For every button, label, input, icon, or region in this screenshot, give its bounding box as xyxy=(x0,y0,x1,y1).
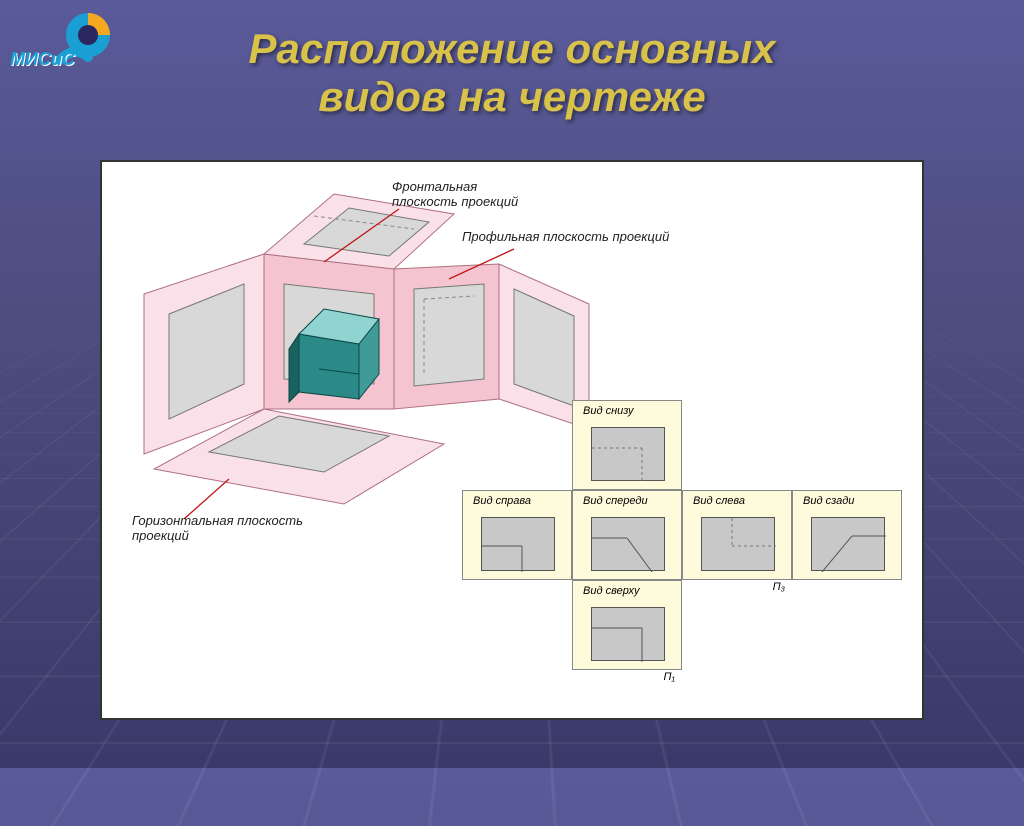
title-line1: Расположение основных xyxy=(248,25,775,72)
logo: МИСиС xyxy=(10,10,118,80)
view-label-front: Вид спереди xyxy=(583,495,648,507)
callout-profile: Профильная плоскость проекций xyxy=(462,230,669,245)
logo-text: МИСиС xyxy=(10,49,75,70)
views-layout-grid: Вид снизу Вид справа Вид спереди П₂ Вид … xyxy=(462,400,902,700)
view-sketch-left xyxy=(701,517,775,571)
view-sub-p1: П₁ xyxy=(664,671,675,683)
callout-horizontal-text: Горизонтальная плоскость проекций xyxy=(132,513,303,543)
view-sketch-back xyxy=(811,517,885,571)
view-sketch-bottom xyxy=(591,427,665,481)
view-box-top: Вид сверху П₁ xyxy=(572,580,682,670)
view-box-left: Вид слева П₃ xyxy=(682,490,792,580)
callout-frontal: Фронтальная плоскость проекций xyxy=(392,180,518,210)
slide-title: Расположение основных видов на чертеже xyxy=(0,0,1024,122)
view-box-right: Вид справа xyxy=(462,490,572,580)
view-sketch-top xyxy=(591,607,665,661)
view-sketch-right xyxy=(481,517,555,571)
view-label-left: Вид слева xyxy=(693,495,745,507)
callout-horizontal: Горизонтальная плоскость проекций xyxy=(132,514,303,544)
view-sketch-front xyxy=(591,517,665,571)
title-line2: видов на чертеже xyxy=(318,73,705,120)
view-label-right: Вид справа xyxy=(473,495,531,507)
view-label-top: Вид сверху xyxy=(583,585,639,597)
callout-frontal-text: Фронтальная плоскость проекций xyxy=(392,179,518,209)
view-sub-p3: П₃ xyxy=(773,581,785,593)
callout-profile-text: Профильная плоскость проекций xyxy=(462,229,669,244)
diagram-panel: Фронтальная плоскость проекций Профильна… xyxy=(100,160,924,720)
view-label-back: Вид сзади xyxy=(803,495,854,507)
view-box-front: Вид спереди П₂ xyxy=(572,490,682,580)
view-label-bottom: Вид снизу xyxy=(583,405,634,417)
view-box-bottom: Вид снизу xyxy=(572,400,682,490)
view-box-back: Вид сзади xyxy=(792,490,902,580)
